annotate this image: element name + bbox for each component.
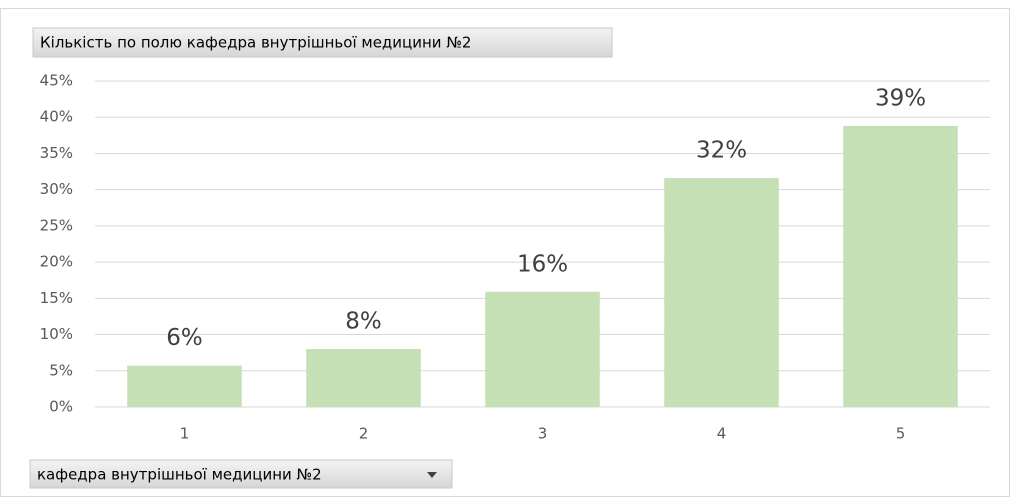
chart-title: Кількість по полю кафедра внутрішньої ме… [40,34,471,52]
bar [306,349,421,407]
bar [843,125,958,407]
y-tick-label: 20% [40,253,73,271]
field-button[interactable] [32,27,613,58]
x-tick-label: 4 [717,425,727,443]
x-tick-label: 3 [538,425,548,443]
y-tick-label: 35% [40,144,73,162]
y-tick-label: 15% [40,289,73,307]
y-tick-label: 10% [40,325,73,343]
bar [485,291,600,407]
bar [664,178,779,407]
y-tick-label: 5% [49,361,73,379]
dropdown-arrow [427,472,437,478]
bar [127,365,242,407]
filter-button[interactable] [29,459,453,489]
x-tick-label: 5 [896,425,906,443]
y-tick-label: 40% [40,108,73,126]
y-tick-label: 0% [49,398,73,416]
data-label: 39% [875,85,926,111]
axis-field: кафедра внутрішньої медицини №2 [37,466,322,484]
y-tick-label: 25% [40,216,73,234]
x-tick-label: 1 [180,425,190,443]
data-label: 6% [166,325,203,351]
data-label: 32% [696,138,747,164]
y-tick-label: 30% [40,180,73,198]
y-tick-label: 45% [40,72,73,90]
data-label: 16% [517,251,568,277]
chart-border [0,8,1010,497]
data-label: 8% [345,309,382,335]
x-tick-label: 2 [359,425,369,443]
